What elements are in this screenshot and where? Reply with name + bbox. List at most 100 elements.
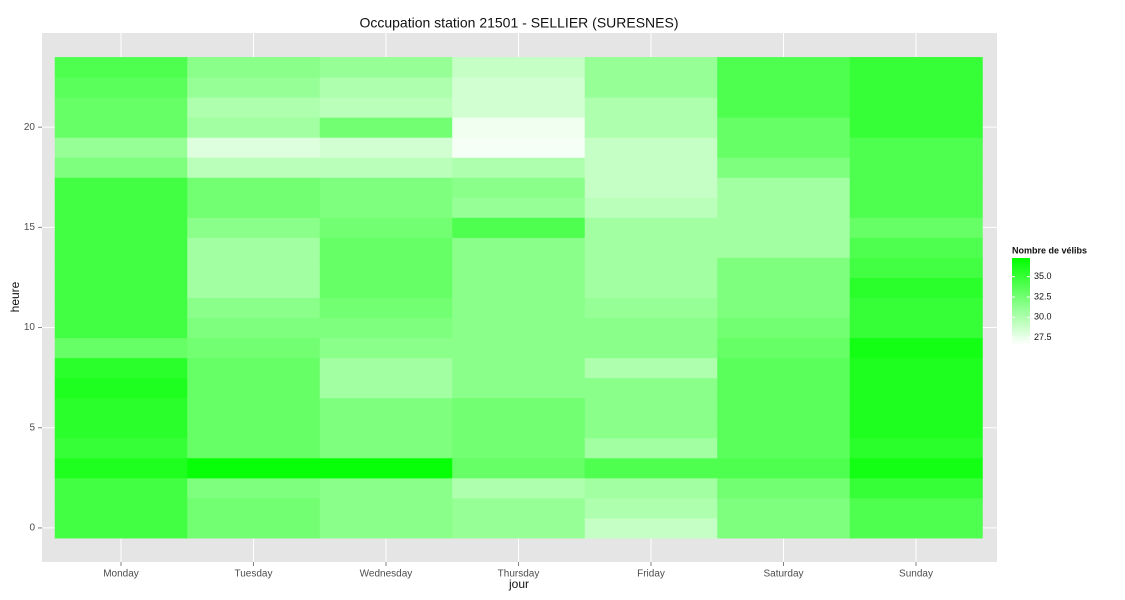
heat-cell — [187, 97, 321, 118]
heat-cell — [452, 97, 586, 118]
heat-cell — [54, 357, 188, 379]
heat-cell — [187, 237, 321, 258]
heat-cell — [187, 397, 321, 419]
heat-cell — [54, 497, 188, 519]
x-tick-label: Saturday — [763, 569, 803, 580]
heat-cell — [584, 437, 718, 459]
heat-cell — [849, 157, 983, 178]
heat-cell — [849, 277, 983, 298]
chart-title: Occupation station 21501 - SELLIER (SURE… — [359, 15, 678, 31]
heat-cell — [452, 217, 586, 238]
heat-cell — [54, 137, 188, 158]
heat-cell — [187, 277, 321, 298]
heat-cell — [319, 57, 453, 78]
heat-cell — [849, 297, 983, 319]
heat-cell — [452, 477, 586, 499]
heat-cell — [54, 377, 188, 399]
heat-cell — [584, 157, 718, 178]
heat-cell — [849, 317, 983, 339]
heat-cell — [319, 257, 453, 278]
y-axis-label: heure — [8, 281, 22, 312]
heat-cell — [187, 57, 321, 78]
legend-tick-label: 30.0 — [1034, 312, 1052, 322]
x-tick-label: Thursday — [498, 569, 540, 580]
heat-cell — [54, 197, 188, 218]
heat-cell — [452, 337, 586, 359]
heat-cell — [187, 197, 321, 218]
legend-title: Nombre de vélibs — [1012, 245, 1087, 255]
heat-cell — [584, 297, 718, 319]
heat-cell — [849, 137, 983, 158]
heat-cell — [54, 177, 188, 198]
heat-cell — [849, 117, 983, 138]
heat-cell — [54, 57, 188, 78]
heat-cell — [54, 77, 188, 98]
heat-cell — [584, 277, 718, 298]
heat-cell — [584, 217, 718, 238]
heat-cell — [717, 217, 851, 238]
heat-cell — [849, 517, 983, 539]
heat-cell — [319, 377, 453, 399]
heat-cell — [54, 157, 188, 178]
heat-cell — [849, 257, 983, 278]
heat-cell — [187, 497, 321, 519]
heat-cell — [717, 397, 851, 419]
heat-cell — [849, 377, 983, 399]
heat-cell — [452, 157, 586, 178]
heat-cell — [319, 157, 453, 178]
heat-cell — [452, 277, 586, 298]
heat-cell — [584, 137, 718, 158]
heat-cell — [187, 257, 321, 278]
heat-cell — [584, 197, 718, 218]
heat-cell — [584, 97, 718, 118]
y-tick-label: 0 — [29, 523, 35, 534]
heat-cell — [584, 517, 718, 539]
heat-cell — [54, 237, 188, 258]
heat-cell — [717, 117, 851, 138]
heat-cell — [717, 497, 851, 519]
heat-cell — [187, 297, 321, 319]
x-tick-label: Monday — [103, 569, 139, 580]
heat-cell — [187, 177, 321, 198]
heat-cell — [717, 477, 851, 499]
heat-cell — [849, 477, 983, 499]
heat-cell — [452, 237, 586, 258]
heat-cell — [319, 237, 453, 258]
heat-cell — [319, 277, 453, 298]
heat-cell — [717, 317, 851, 339]
legend-tick-label: 35.0 — [1034, 271, 1052, 281]
heat-cell — [452, 417, 586, 439]
y-tick-label: 15 — [24, 222, 36, 233]
heat-cell — [452, 297, 586, 319]
heat-cell — [452, 117, 586, 138]
heat-cell — [584, 337, 718, 359]
heat-cell — [717, 157, 851, 178]
heat-cell — [319, 317, 453, 339]
heat-cell — [319, 337, 453, 359]
heat-cell — [452, 197, 586, 218]
heat-cell — [54, 297, 188, 319]
heat-cell — [849, 497, 983, 519]
heat-cell — [452, 137, 586, 158]
heat-cell — [584, 117, 718, 138]
heat-cell — [187, 357, 321, 379]
heat-cell — [584, 317, 718, 339]
heat-cell — [584, 257, 718, 278]
heat-cell — [849, 417, 983, 439]
heat-cell — [187, 117, 321, 138]
heat-cell — [717, 337, 851, 359]
heat-cell — [319, 97, 453, 118]
heat-cell — [319, 77, 453, 98]
heat-cell — [717, 297, 851, 319]
heat-cell — [584, 57, 718, 78]
heat-cell — [54, 517, 188, 539]
heat-cell — [452, 437, 586, 459]
heat-cell — [584, 177, 718, 198]
heat-cell — [319, 417, 453, 439]
heat-cell — [452, 377, 586, 399]
heat-cell — [319, 457, 453, 479]
legend-tick-label: 32.5 — [1034, 291, 1052, 301]
heat-cell — [452, 397, 586, 419]
heat-cell — [54, 337, 188, 359]
